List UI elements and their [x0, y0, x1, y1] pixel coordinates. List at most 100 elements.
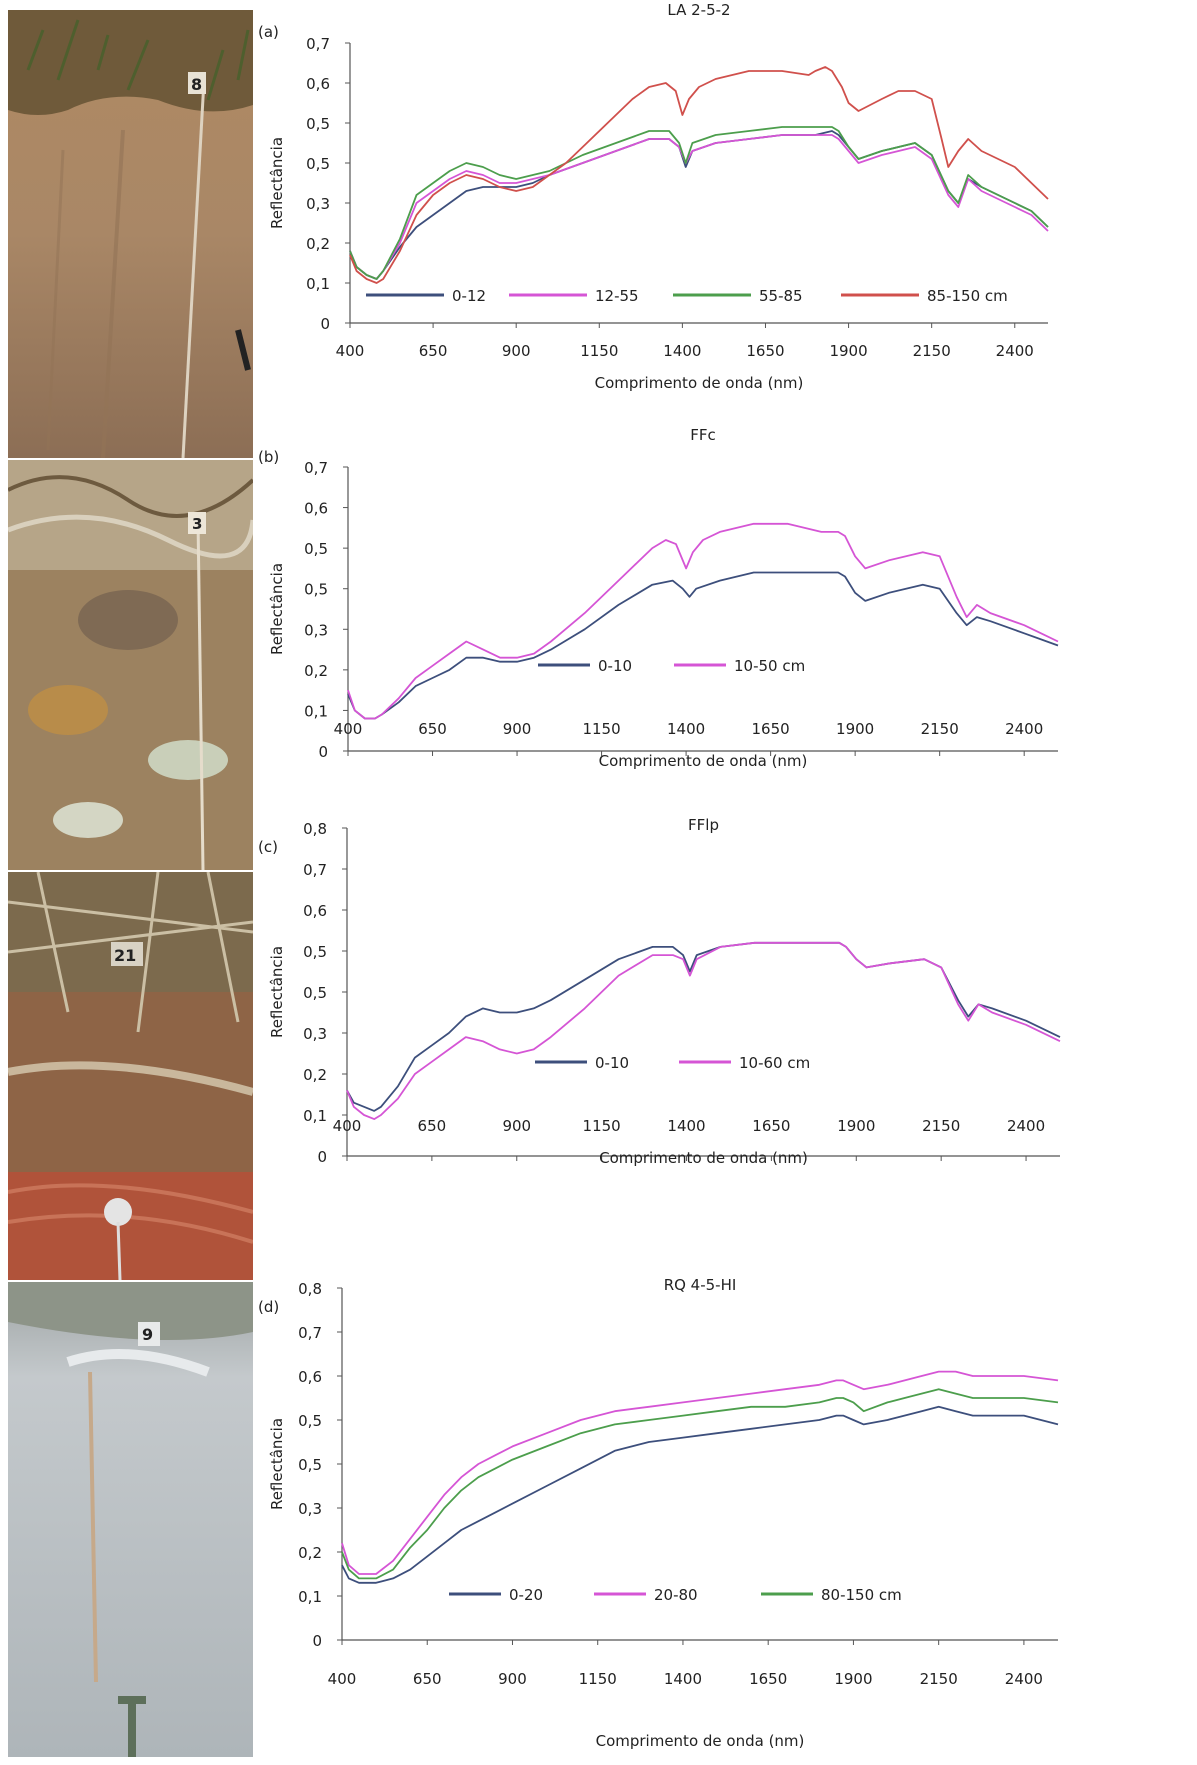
x-tick-label: 900	[502, 1117, 531, 1135]
y-tick-label: 0,6	[303, 902, 327, 920]
x-tick-label: 650	[418, 1117, 447, 1135]
legend-label: 20-80	[654, 1586, 698, 1604]
y-tick-label: 0,5	[298, 1456, 322, 1474]
legend-label: 80-150 cm	[821, 1586, 902, 1604]
x-tick-label: 1400	[664, 1670, 702, 1688]
y-tick-label: 0,1	[304, 702, 328, 720]
series-line-4	[349, 66, 1049, 284]
soil-photo-b: 3	[8, 460, 253, 870]
y-axis-label: Reflectância	[268, 563, 286, 655]
x-tick-label: 400	[334, 720, 363, 738]
legend-label: 55-85	[759, 287, 803, 305]
x-tick-label: 1650	[752, 720, 790, 738]
legend-label: 0-10	[598, 657, 632, 675]
x-tick-label: 1900	[837, 1117, 875, 1135]
y-tick-label: 0,5	[306, 155, 330, 173]
panel-label: (b)	[258, 448, 279, 466]
x-tick-label: 1650	[749, 1670, 787, 1688]
x-tick-label: 1400	[667, 1117, 705, 1135]
y-axis-label: Reflectância	[268, 946, 286, 1038]
x-tick-label: 1900	[829, 342, 867, 360]
y-tick-label: 0,8	[298, 1280, 322, 1298]
x-tick-label: 650	[418, 720, 447, 738]
x-tick-label: 1150	[579, 1670, 617, 1688]
series-line-1	[341, 1405, 1059, 1584]
x-tick-label: 400	[336, 342, 365, 360]
series-line-2	[346, 941, 1061, 1121]
soil-photo-a: 8	[8, 10, 253, 458]
x-tick-label: 1650	[746, 342, 784, 360]
panel-label: (d)	[258, 1298, 279, 1316]
x-tick-label: 1400	[667, 720, 705, 738]
y-axis-label: Reflectância	[268, 137, 286, 229]
photo-label-b: 3	[192, 515, 202, 533]
x-tick-label: 1900	[834, 1670, 872, 1688]
y-tick-label: 0,5	[303, 943, 327, 961]
y-tick-label: 0,5	[304, 540, 328, 558]
series-line-3	[341, 1388, 1059, 1580]
y-tick-label: 0,2	[304, 662, 328, 680]
x-tick-label: 2150	[922, 1117, 960, 1135]
legend-label: 0-20	[509, 1586, 543, 1604]
x-tick-label: 400	[333, 1117, 362, 1135]
photo-label-c: 21	[114, 946, 136, 965]
y-tick-label: 0,3	[303, 1025, 327, 1043]
x-tick-label: 2400	[1007, 1117, 1045, 1135]
series-line-1	[346, 941, 1061, 1112]
legend-label: 12-55	[595, 287, 639, 305]
y-tick-label: 0,7	[304, 459, 328, 477]
y-tick-label: 0,7	[298, 1324, 322, 1342]
legend-label: 0-10	[595, 1054, 629, 1072]
x-axis-label: Comprimento de onda (nm)	[599, 752, 808, 770]
x-tick-label: 1150	[580, 342, 618, 360]
x-tick-label: 1150	[582, 720, 620, 738]
x-tick-label: 2400	[1005, 1670, 1043, 1688]
x-axis-label: Comprimento de onda (nm)	[596, 1732, 805, 1750]
x-tick-label: 2150	[913, 342, 951, 360]
x-tick-label: 1400	[663, 342, 701, 360]
chart-title: FFc	[690, 426, 716, 444]
series-line-1	[349, 130, 1049, 280]
spectral-chart-b: (b) FFc 0 0,1 0,2 0,3 0,5 0,5 0,6 0,7 400 650 900 115…	[258, 426, 1059, 770]
x-tick-label: 2400	[996, 342, 1034, 360]
panel-label: (a)	[258, 23, 279, 41]
panel-label: (c)	[258, 838, 278, 856]
x-tick-label: 900	[502, 342, 531, 360]
y-tick-label: 0,5	[303, 984, 327, 1002]
chart-title: RQ 4-5-HI	[664, 1276, 737, 1294]
x-tick-label: 2150	[920, 1670, 958, 1688]
x-tick-label: 1150	[583, 1117, 621, 1135]
spectral-chart-a: (a) LA 2-5-2 0 0,1 0,2 0,3 0,5 0,5 0,6 0,7 400 650 9…	[258, 1, 1049, 392]
photo-label-d: 9	[142, 1325, 153, 1344]
y-tick-label: 0,7	[303, 861, 327, 879]
y-tick-label: 0,5	[306, 115, 330, 133]
y-tick-label: 0,8	[303, 820, 327, 838]
x-tick-label: 650	[419, 342, 448, 360]
y-tick-label: 0,3	[306, 195, 330, 213]
spectral-chart-d: (d) RQ 4-5-HI 0 0,1 0,2 0,3 0,5 0,5 0,6 0,7 0,8 400…	[258, 1276, 1059, 1750]
x-tick-label: 650	[413, 1670, 442, 1688]
y-tick-label: 0	[318, 743, 328, 761]
soil-photo-c: 21	[8, 872, 253, 1280]
legend-label: 10-50 cm	[734, 657, 805, 675]
x-axis-label: Comprimento de onda (nm)	[599, 1149, 808, 1167]
series-line-1	[347, 571, 1059, 720]
x-tick-label: 1900	[836, 720, 874, 738]
x-tick-label: 2150	[921, 720, 959, 738]
y-tick-label: 0	[312, 1632, 322, 1650]
x-tick-label: 400	[328, 1670, 357, 1688]
series-line-2	[349, 134, 1049, 280]
x-tick-label: 1650	[752, 1117, 790, 1135]
chart-title: LA 2-5-2	[667, 1, 730, 19]
legend-label: 10-60 cm	[739, 1054, 810, 1072]
y-tick-label: 0,5	[304, 581, 328, 599]
y-axis-label: Reflectância	[268, 1418, 286, 1510]
y-tick-label: 0,6	[306, 75, 330, 93]
y-tick-label: 0,5	[298, 1412, 322, 1430]
series-line-3	[349, 126, 1049, 280]
x-tick-label: 900	[503, 720, 532, 738]
y-tick-label: 0,2	[306, 235, 330, 253]
x-axis-label: Comprimento de onda (nm)	[595, 374, 804, 392]
y-tick-label: 0,6	[298, 1368, 322, 1386]
y-tick-label: 0	[317, 1148, 327, 1166]
